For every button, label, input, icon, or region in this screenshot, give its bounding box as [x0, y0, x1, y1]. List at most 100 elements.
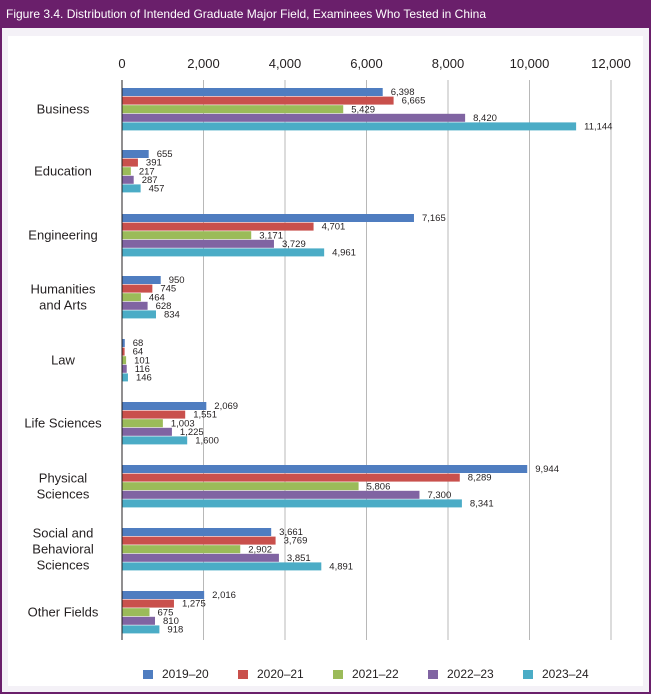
bar	[122, 364, 127, 373]
category-label: Sciences	[37, 558, 90, 573]
data-label: 101	[134, 355, 150, 366]
bar	[122, 591, 205, 599]
data-label: 655	[157, 149, 173, 160]
bar	[122, 553, 279, 562]
bar	[122, 473, 460, 482]
data-label: 6,665	[402, 96, 426, 107]
figure-title: Figure 3.4. Distribution of Intended Gra…	[0, 0, 651, 28]
bar	[122, 402, 207, 410]
data-label: 3,851	[287, 553, 311, 564]
category-label: Social and	[33, 526, 94, 541]
bar	[122, 536, 276, 545]
bar	[122, 625, 160, 634]
data-label: 5,806	[367, 481, 391, 492]
legend-label: 2023–24	[542, 667, 589, 681]
category-label: Life Sciences	[24, 416, 102, 431]
x-tick-label: 8,000	[432, 56, 465, 71]
data-label: 1,600	[195, 436, 219, 447]
legend-swatch	[428, 670, 438, 679]
data-label: 391	[146, 158, 162, 169]
data-label: 4,891	[329, 562, 353, 573]
bar	[122, 528, 272, 536]
bar	[122, 184, 141, 193]
data-label: 457	[149, 184, 165, 195]
bar	[122, 105, 344, 114]
bar	[122, 276, 161, 284]
x-tick-label: 2,000	[187, 56, 220, 71]
bar	[122, 339, 125, 347]
data-label: 8,341	[470, 499, 494, 510]
legend-swatch	[143, 670, 153, 679]
bar	[122, 599, 174, 608]
bar	[122, 88, 383, 96]
data-label: 1,225	[180, 427, 204, 438]
data-label: 918	[167, 625, 183, 636]
bar	[122, 293, 141, 302]
bar	[122, 465, 528, 473]
data-label: 11,144	[584, 122, 612, 133]
bar	[122, 248, 325, 257]
legend-label: 2019–20	[162, 667, 209, 681]
data-label: 4,701	[322, 222, 346, 233]
bar	[122, 222, 314, 231]
bar	[122, 490, 420, 499]
data-label: 217	[139, 166, 155, 177]
bar	[122, 410, 186, 419]
data-label: 810	[163, 616, 179, 627]
data-label: 2,016	[212, 590, 236, 601]
category-label: Other Fields	[28, 605, 99, 620]
data-label: 1,003	[171, 418, 195, 429]
category-label: Behavioral	[32, 542, 94, 557]
data-label: 834	[164, 310, 180, 321]
data-label: 116	[135, 364, 150, 375]
data-label: 64	[133, 347, 144, 358]
bar	[122, 96, 394, 105]
bar	[122, 616, 156, 625]
x-tick-label: 4,000	[269, 56, 302, 71]
category-label: Business	[37, 102, 90, 117]
data-label: 5,429	[351, 104, 375, 115]
bar	[122, 214, 414, 222]
data-label: 68	[133, 338, 144, 349]
data-label: 8,289	[468, 473, 492, 484]
data-label: 3,661	[279, 527, 303, 538]
data-label: 464	[149, 292, 165, 303]
legend-label: 2021–22	[352, 667, 399, 681]
plot-background	[8, 36, 643, 686]
data-label: 7,300	[427, 490, 451, 501]
data-label: 2,902	[248, 544, 272, 555]
legend-swatch	[523, 670, 533, 679]
category-label: Education	[34, 164, 92, 179]
data-label: 4,961	[332, 248, 356, 259]
bar	[122, 167, 131, 176]
data-label: 950	[169, 275, 185, 286]
bar	[122, 310, 156, 319]
bar	[122, 150, 149, 158]
legend-swatch	[333, 670, 343, 679]
data-label: 1,551	[193, 410, 217, 421]
legend-label: 2022–23	[447, 667, 494, 681]
bar	[122, 284, 153, 293]
bar	[122, 608, 150, 617]
data-label: 7,165	[422, 213, 446, 224]
x-tick-label: 10,000	[510, 56, 550, 71]
bar	[122, 347, 125, 356]
data-label: 6,398	[391, 87, 415, 98]
bar	[122, 436, 188, 445]
x-tick-label: 6,000	[350, 56, 383, 71]
data-label: 3,171	[259, 230, 283, 241]
x-tick-label: 0	[118, 56, 125, 71]
data-label: 146	[136, 373, 152, 384]
data-label: 8,420	[473, 113, 497, 124]
category-label: Humanities	[30, 282, 96, 297]
data-label: 2,069	[214, 401, 238, 412]
x-tick-label: 12,000	[591, 56, 631, 71]
data-label: 675	[158, 607, 174, 618]
bar	[122, 499, 462, 508]
bar	[122, 239, 274, 248]
bar	[122, 562, 322, 571]
bar	[122, 158, 138, 167]
category-label: Physical	[39, 471, 88, 486]
bar	[122, 373, 128, 382]
